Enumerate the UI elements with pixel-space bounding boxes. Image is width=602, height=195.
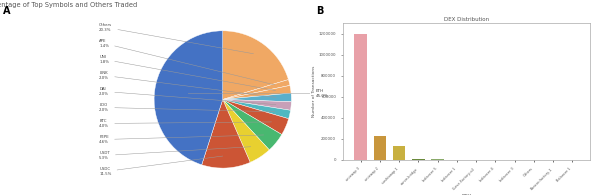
Text: USDT
5.3%: USDT 5.3% bbox=[99, 147, 251, 160]
Text: LDO
2.0%: LDO 2.0% bbox=[99, 103, 275, 112]
Text: APE
1.4%: APE 1.4% bbox=[99, 39, 275, 85]
Wedge shape bbox=[223, 80, 290, 99]
Wedge shape bbox=[223, 99, 282, 150]
Wedge shape bbox=[223, 85, 291, 99]
Text: Percentage of Top Symbols and Others Traded: Percentage of Top Symbols and Others Tra… bbox=[0, 2, 137, 8]
Wedge shape bbox=[223, 99, 269, 162]
Text: DAI
2.0%: DAI 2.0% bbox=[99, 87, 276, 105]
Wedge shape bbox=[223, 99, 288, 135]
Text: UNI
1.8%: UNI 1.8% bbox=[99, 55, 276, 90]
Bar bbox=[412, 159, 424, 160]
Bar bbox=[393, 146, 405, 160]
Bar bbox=[355, 34, 367, 160]
Wedge shape bbox=[223, 31, 288, 99]
Text: ETH
45.0%: ETH 45.0% bbox=[188, 89, 328, 98]
Y-axis label: Number of Transactions: Number of Transactions bbox=[312, 66, 316, 117]
Wedge shape bbox=[202, 99, 250, 168]
Text: USDC
11.5%: USDC 11.5% bbox=[99, 156, 223, 176]
Wedge shape bbox=[223, 93, 291, 102]
Text: PEPE
4.6%: PEPE 4.6% bbox=[99, 135, 264, 144]
Text: LINK
2.0%: LINK 2.0% bbox=[99, 71, 276, 98]
Wedge shape bbox=[154, 31, 223, 165]
Wedge shape bbox=[223, 99, 291, 110]
Text: BTC
4.0%: BTC 4.0% bbox=[99, 119, 272, 128]
Text: B: B bbox=[316, 6, 323, 16]
X-axis label: DEX: DEX bbox=[461, 194, 472, 195]
Title: DEX Distribution: DEX Distribution bbox=[444, 17, 489, 22]
Bar bbox=[374, 136, 386, 160]
Text: A: A bbox=[3, 6, 10, 16]
Text: Others
20.3%: Others 20.3% bbox=[99, 23, 253, 54]
Wedge shape bbox=[223, 99, 291, 119]
